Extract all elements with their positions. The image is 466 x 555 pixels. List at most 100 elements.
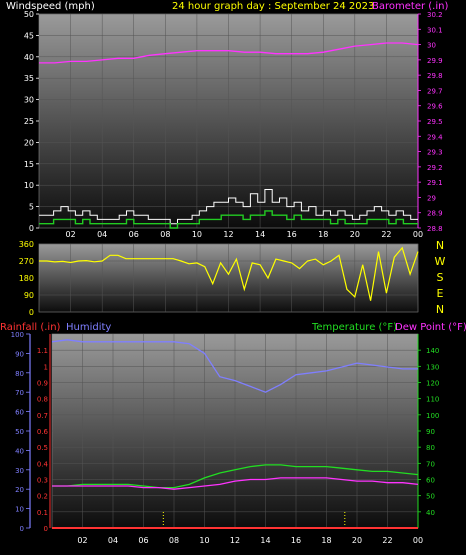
- barometer-tick-label: 29.2: [427, 164, 443, 172]
- temperature-tick-label: 60: [426, 477, 435, 485]
- temperature-tick-label: 50: [426, 493, 435, 501]
- wind-tick-label: 5: [29, 203, 34, 212]
- barometer-label: Barometer (.in): [372, 1, 448, 12]
- temp-time-tick-label: 22: [382, 536, 392, 545]
- temp-time-tick-label: 10: [199, 536, 209, 545]
- wind-time-tick-label: 18: [318, 230, 328, 239]
- windspeed-axis: 0 5 10 15 20 25 30 35 40 45 50: [24, 10, 39, 233]
- wind-tick-label: 25: [24, 117, 34, 126]
- humidity-tick-label: 70: [15, 389, 24, 397]
- humidity-tick-label: 10: [15, 506, 24, 514]
- wind-time-tick-label: 10: [192, 230, 202, 239]
- dew-point-label: Dew Point (°F): [395, 322, 466, 333]
- temperature-tick-label: 140: [426, 347, 439, 355]
- compass-label: N: [436, 239, 444, 252]
- rainfall-tick-label: 0.4: [37, 460, 49, 468]
- temperature-axis: 40 50 60 70 80 90 100 110 120 130 140: [417, 334, 439, 528]
- barometer-tick-label: 29.4: [427, 133, 443, 141]
- temperature-tick-label: 130: [426, 363, 439, 371]
- barometer-tick-label: 29.9: [427, 57, 443, 65]
- humidity-tick-label: 100: [11, 331, 24, 339]
- direction-series: [39, 246, 419, 301]
- direction-axis: 0 90 180 270 360: [19, 240, 34, 317]
- temp-time-tick-label: 14: [260, 536, 270, 545]
- temp-time-tick-label: 20: [352, 536, 362, 545]
- wind-grid: [39, 13, 419, 229]
- barometer-tick-label: 29.6: [427, 103, 443, 111]
- wind-tick-label: 30: [24, 96, 34, 105]
- temp-time-tick-label: 08: [169, 536, 179, 545]
- rainfall-label: Rainfall (.in): [0, 322, 61, 333]
- wind-tick-label: 10: [24, 181, 34, 190]
- wind-time-tick-label: 16: [287, 230, 297, 239]
- wind-gust-line: [39, 189, 418, 225]
- humidity-tick-label: 80: [15, 370, 24, 378]
- humidity-axis: 0 10 20 30 40 50 60 70 80 90 100: [11, 331, 31, 533]
- rainfall-tick-label: 0.8: [37, 396, 48, 404]
- rainfall-tick-label: 0: [44, 525, 48, 533]
- wind-time-tick-label: 08: [160, 230, 170, 239]
- barometer-tick-label: 29: [427, 194, 436, 202]
- chart-title: 24 hour graph day : September 24 2023: [172, 1, 374, 12]
- compass-label: E: [437, 287, 444, 300]
- humidity-tick-label: 50: [15, 428, 24, 436]
- wind-time-tick-label: 12: [223, 230, 233, 239]
- wind-time-tick-label: 04: [97, 230, 107, 239]
- temp-time-tick-label: 18: [321, 536, 331, 545]
- temperature-tick-label: 80: [426, 444, 435, 452]
- temp-time-tick-label: 00: [413, 536, 423, 545]
- temperature-tick-label: 120: [426, 380, 439, 388]
- barometer-tick-label: 29.8: [427, 72, 443, 80]
- compass-label: W: [435, 255, 446, 268]
- temp-time-tick-label: 16: [291, 536, 301, 545]
- temperature-tick-label: 70: [426, 460, 435, 468]
- rainfall-tick-label: 0.1: [37, 509, 48, 517]
- humidity-line: [51, 339, 418, 393]
- barometer-tick-label: 29.7: [427, 87, 443, 95]
- compass-label: N: [436, 303, 444, 316]
- temperature-tick-label: 40: [426, 509, 435, 517]
- temperature-line: [52, 464, 419, 489]
- wind-tick-label: 0: [29, 224, 34, 233]
- wind-time-tick-label: 22: [381, 230, 391, 239]
- direction-tick-label: 0: [29, 308, 34, 317]
- wind-time-tick-label: 20: [350, 230, 360, 239]
- rainfall-tick-label: 0.6: [37, 428, 49, 436]
- temp-time-tick-label: 02: [77, 536, 87, 545]
- wind-tick-label: 20: [24, 138, 34, 147]
- wind-tick-label: 40: [24, 53, 34, 62]
- dew-point-line: [52, 477, 419, 490]
- wind-tick-label: 45: [24, 31, 34, 40]
- barometer-axis: 28.8 28.9 29 29.1 29.2 29.3 29.4 29.5 29.6 29.7 29…: [417, 11, 443, 233]
- direction-tick-label: 270: [19, 257, 34, 266]
- direction-tick-label: 180: [19, 274, 34, 283]
- barometer-tick-label: 30.2: [427, 11, 443, 19]
- barometer-tick-label: 30.1: [427, 26, 443, 34]
- rainfall-tick-label: 0.5: [37, 444, 48, 452]
- wind-time-tick-label: 02: [65, 230, 75, 239]
- barometer-tick-label: 28.9: [427, 210, 443, 218]
- temp-time-tick-label: 04: [108, 536, 118, 545]
- rainfall-tick-label: 1.1: [37, 347, 48, 355]
- rainfall-tick-label: 0.7: [37, 412, 48, 420]
- wind-tick-label: 15: [24, 160, 34, 169]
- direction-tick-label: 90: [24, 291, 34, 300]
- wind-tick-label: 35: [24, 74, 34, 83]
- temperature-tick-label: 100: [426, 412, 439, 420]
- rainfall-tick-label: 1: [44, 363, 48, 371]
- barometer-tick-label: 29.1: [427, 179, 443, 187]
- temp-time-tick-label: 06: [138, 536, 148, 545]
- temp-time-axis: 02 04 06 08 10 12 14 16 18 20 22 00: [77, 536, 423, 545]
- humidity-tick-label: 0: [20, 525, 24, 533]
- rainfall-tick-label: 0.2: [37, 493, 48, 501]
- barometer-tick-label: 28.8: [427, 225, 443, 233]
- humidity-tick-label: 90: [15, 350, 24, 358]
- temp-time-tick-label: 12: [230, 536, 240, 545]
- temp-series: [51, 339, 419, 529]
- wind-direction-line: [39, 246, 419, 301]
- barometer-tick-label: 30: [427, 42, 436, 50]
- wind-series: [39, 42, 419, 229]
- wind-time-tick-label: 14: [255, 230, 265, 239]
